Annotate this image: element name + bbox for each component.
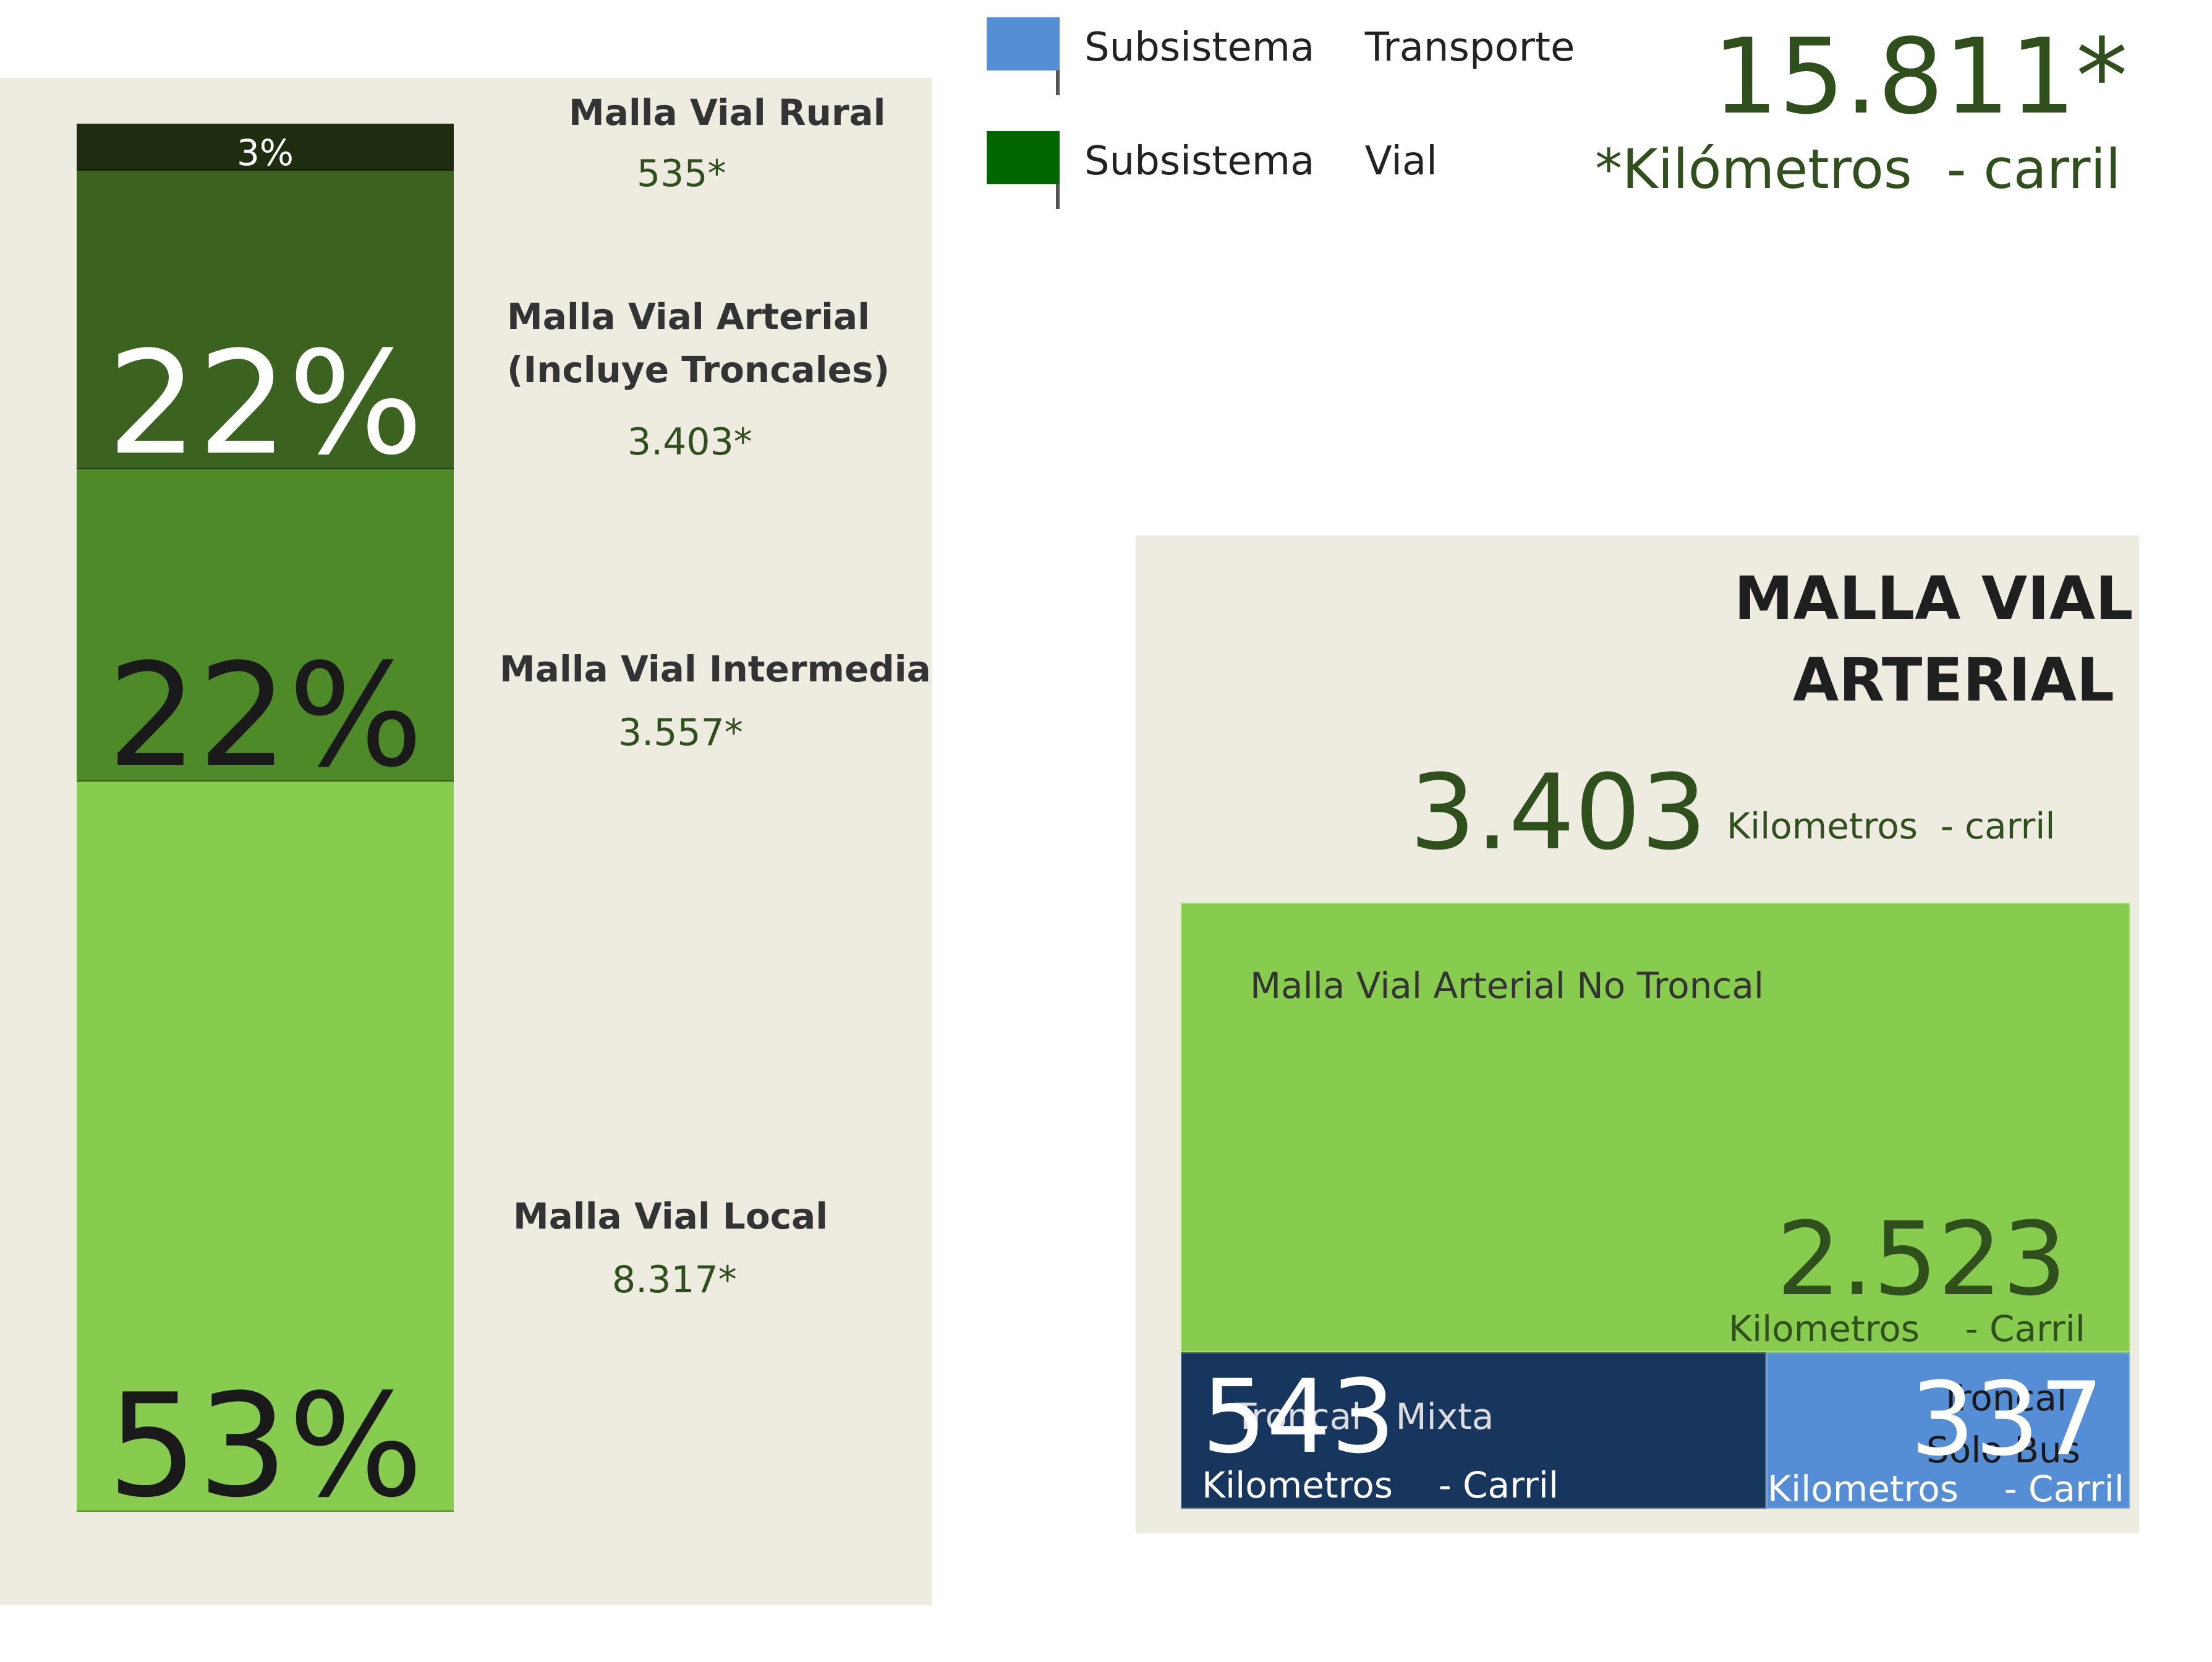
category-value: 3.557* xyxy=(618,711,743,754)
legend-marker-icon xyxy=(1056,184,1060,209)
treemap-cell-label: Troncal Mixta xyxy=(1235,1396,1494,1438)
treemap-cell-unit: Kilometros - Carril xyxy=(1729,1308,2085,1350)
treemap-cell-troncal-solo-bus: Troncal Solo Bus 337 Kilometros - Carril xyxy=(1766,1352,2130,1510)
category-label: Malla Vial Intermedia xyxy=(500,648,931,690)
category-label: Malla Vial Arterial xyxy=(507,296,870,338)
arterial-title-line-2: ARTERIAL xyxy=(1793,646,2115,715)
bar-segment: 22% xyxy=(77,171,454,475)
treemap-cell-label: Malla Vial Arterial No Troncal xyxy=(1250,965,1764,1007)
segment-percent-label: 53% xyxy=(107,1364,423,1529)
category-value: 8.317* xyxy=(612,1258,737,1302)
category-value: 535* xyxy=(637,152,726,195)
legend-swatch xyxy=(987,17,1060,70)
segment-percent-label: 3% xyxy=(236,132,294,174)
legend-marker-icon xyxy=(1056,70,1060,95)
arterial-total-unit: Kilometros - carril xyxy=(1727,805,2056,847)
bar-segment: 53% xyxy=(77,782,454,1518)
segment-percent-label: 22% xyxy=(107,634,423,799)
total-value: 15.811* xyxy=(1712,16,2128,137)
arterial-total-value: 3.403 xyxy=(1410,752,1707,873)
segment-percent-label: 22% xyxy=(107,322,423,487)
treemap-cell-value: 2.523 xyxy=(1776,1200,2067,1318)
category-label: Malla Vial Local xyxy=(513,1195,828,1237)
category-value: 3.403* xyxy=(627,420,752,464)
treemap-cell-unit: Kilometros - Carril xyxy=(1767,1468,2124,1510)
category-label: Malla Vial Rural xyxy=(569,92,886,134)
treemap-cell-value: 543 xyxy=(1202,1358,1396,1476)
treemap-cell-no-troncal: Malla Vial Arterial No Troncal 2.523 Kilom… xyxy=(1181,903,2130,1352)
bar-segment: 22% xyxy=(77,469,454,788)
treemap-cell-value: 337 xyxy=(1910,1360,2104,1478)
legend-label: Subsistema Transporte xyxy=(1084,25,1575,70)
category-label: (Incluye Troncales) xyxy=(507,349,890,391)
treemap-cell-unit: Kilometros - Carril xyxy=(1202,1464,1559,1506)
legend-label: Subsistema Vial xyxy=(1084,138,1437,184)
treemap-cell-label: Troncal Solo Bus xyxy=(1926,1377,2080,1472)
total-unit: *Kilómetros - carril xyxy=(1595,137,2121,201)
legend-swatch xyxy=(987,131,1060,184)
arterial-title-line-1: MALLA VIAL xyxy=(1734,564,2133,633)
bar-segment: 3% xyxy=(77,124,454,171)
treemap-cell-troncal-mixta: Troncal Mixta 543 Kilometros - Carril xyxy=(1181,1352,1766,1509)
